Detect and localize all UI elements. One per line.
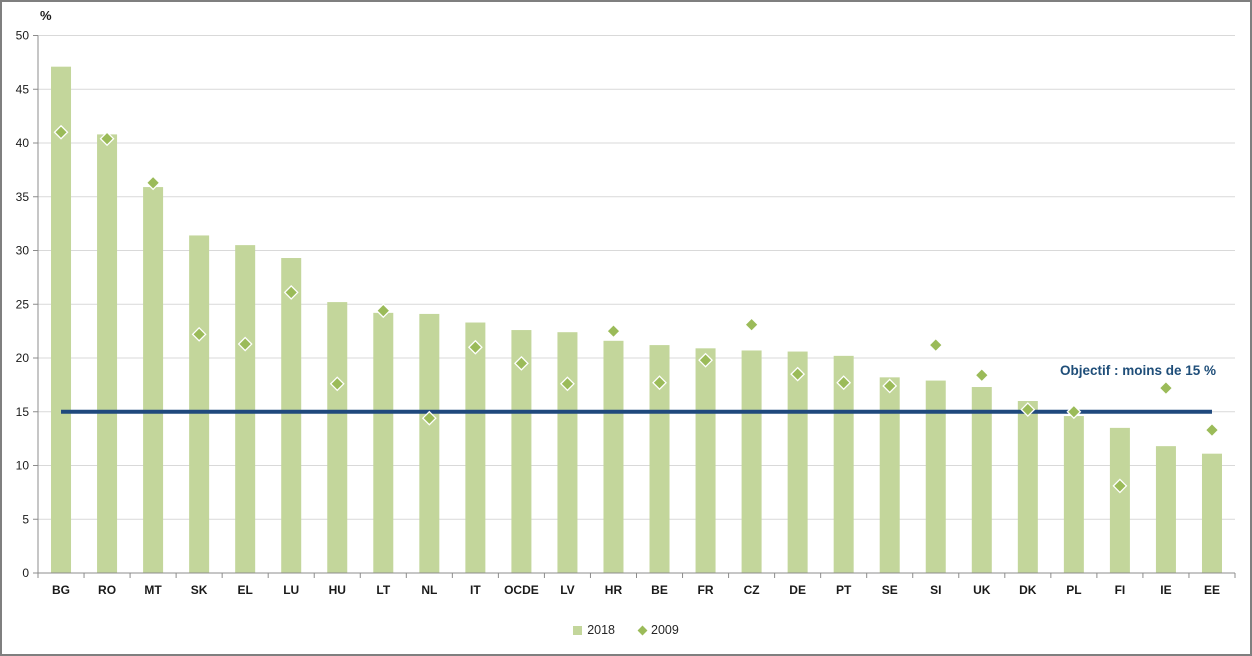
- bar-OCDE: [511, 330, 532, 573]
- y-tick-label-50: 50: [16, 29, 30, 43]
- marker-2009-PL: [1066, 404, 1082, 420]
- bar-EE: [1201, 453, 1222, 573]
- marker-2009-IT: [467, 339, 483, 355]
- bar-IT: [465, 322, 486, 573]
- marker-2009-PT: [836, 375, 852, 391]
- bar-SI: [925, 380, 946, 573]
- y-tick-label-25: 25: [16, 297, 30, 311]
- y-tick-label-0: 0: [22, 566, 29, 580]
- marker-2009-DK: [1020, 402, 1036, 418]
- legend-diamond-swatch-icon: [637, 625, 648, 635]
- x-axis-label-PL: PL: [1066, 583, 1081, 597]
- legend-label-2009: 2009: [651, 623, 679, 637]
- marker-2009-BE: [652, 375, 667, 391]
- bar-UK: [971, 387, 992, 573]
- marker-2009-BG: [53, 124, 69, 140]
- marker-2009-SI: [928, 337, 944, 353]
- x-axis-label-SE: SE: [882, 583, 898, 597]
- x-axis-label-HR: HR: [605, 583, 623, 597]
- x-axis-label-LV: LV: [560, 583, 574, 597]
- legend-square-swatch-icon: [573, 625, 583, 635]
- marker-2009-NL: [421, 410, 437, 426]
- x-axis-label-LT: LT: [376, 583, 390, 597]
- bar-BE: [649, 345, 670, 573]
- bar-IE: [1155, 446, 1176, 573]
- x-axis-label-UK: UK: [973, 583, 991, 597]
- x-axis-label-RO: RO: [98, 583, 116, 597]
- marker-2009-FI: [1112, 478, 1128, 494]
- bar-SK: [189, 235, 210, 573]
- marker-2009-RO: [99, 131, 115, 147]
- x-axis-label-NL: NL: [421, 583, 437, 597]
- bar-FR: [695, 348, 716, 573]
- y-tick-label-20: 20: [16, 351, 30, 365]
- marker-2009-EL: [237, 336, 253, 352]
- bar-LT: [373, 312, 394, 573]
- x-axis-label-HU: HU: [329, 583, 346, 597]
- x-axis-label-SK: SK: [191, 583, 208, 597]
- x-axis-label-MT: MT: [144, 583, 162, 597]
- bar-LV: [557, 332, 578, 573]
- bar-DK: [1017, 401, 1038, 573]
- bar-BG: [51, 66, 72, 574]
- marker-2009-MT: [145, 175, 161, 191]
- bar-PL: [1063, 416, 1084, 573]
- bar-SE: [879, 377, 900, 573]
- x-axis-label-FI: FI: [1115, 583, 1126, 597]
- marker-2009-LT: [375, 303, 391, 319]
- chart-legend: 2018 2009: [2, 623, 1250, 637]
- x-axis-label-IE: IE: [1160, 583, 1171, 597]
- y-tick-label-35: 35: [16, 190, 30, 204]
- marker-2009-IE: [1158, 380, 1174, 396]
- legend-label-2018: 2018: [587, 623, 615, 637]
- y-tick-label-45: 45: [16, 82, 30, 96]
- marker-2009-EE: [1204, 422, 1220, 438]
- bar-FI: [1109, 427, 1130, 573]
- y-tick-label-10: 10: [16, 459, 30, 473]
- x-axis-label-FR: FR: [698, 583, 714, 597]
- marker-2009-SE: [882, 378, 898, 394]
- x-axis-label-DE: DE: [789, 583, 806, 597]
- x-axis-label-EE: EE: [1204, 583, 1220, 597]
- x-axis-label-DK: DK: [1019, 583, 1037, 597]
- bar-MT: [143, 187, 164, 573]
- y-tick-label-15: 15: [16, 405, 30, 419]
- bar-CZ: [741, 350, 762, 573]
- marker-2009-LV: [560, 376, 575, 392]
- bar-NL: [419, 313, 440, 573]
- y-tick-label-40: 40: [16, 136, 30, 150]
- target-line-label: Objectif : moins de 15 %: [1059, 363, 1216, 378]
- marker-2009-SK: [191, 326, 207, 342]
- x-axis-label-LU: LU: [283, 583, 299, 597]
- x-axis-label-BG: BG: [52, 583, 70, 597]
- x-axis-label-OCDE: OCDE: [504, 583, 539, 597]
- x-axis-label-CZ: CZ: [744, 583, 760, 597]
- marker-2009-UK: [974, 367, 990, 383]
- legend-item-2018: 2018: [573, 623, 615, 637]
- legend-item-2009: 2009: [637, 623, 679, 637]
- marker-2009-HR: [606, 323, 621, 339]
- y-tick-label-5: 5: [22, 512, 29, 526]
- marker-2009-LU: [283, 285, 299, 300]
- marker-2009-CZ: [744, 317, 760, 333]
- bar-RO: [97, 134, 118, 573]
- x-axis-label-PT: PT: [836, 583, 852, 597]
- x-axis-label-BE: BE: [651, 583, 668, 597]
- bar-HU: [327, 302, 348, 573]
- y-axis-unit-label: %: [40, 8, 52, 23]
- marker-2009-FR: [698, 352, 713, 368]
- y-tick-label-30: 30: [16, 244, 30, 258]
- bar-LU: [281, 258, 302, 573]
- marker-2009-DE: [790, 366, 806, 382]
- marker-2009-OCDE: [513, 355, 529, 371]
- x-axis-label-EL: EL: [238, 583, 253, 597]
- x-axis-label-IT: IT: [470, 583, 481, 597]
- bar-DE: [787, 351, 808, 573]
- x-axis-label-SI: SI: [930, 583, 941, 597]
- bar-HR: [603, 340, 624, 573]
- marker-2009-HU: [329, 376, 345, 392]
- bar-EL: [235, 245, 256, 573]
